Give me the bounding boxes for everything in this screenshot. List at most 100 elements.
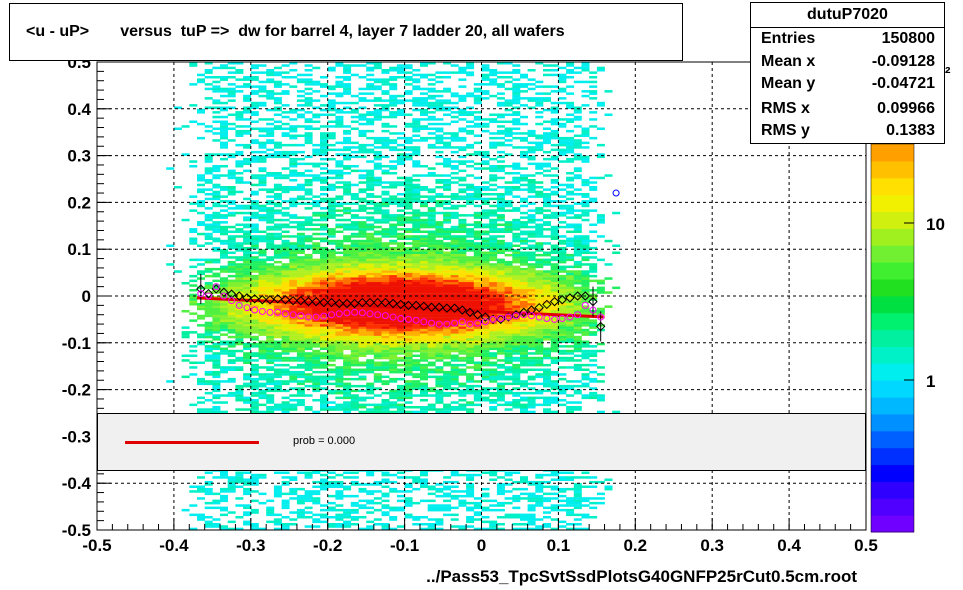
density-cell (250, 260, 259, 264)
density-cell (489, 165, 498, 168)
density-cell (227, 230, 236, 233)
density-cell (243, 230, 252, 233)
density-cell (258, 284, 267, 287)
density-cell (412, 314, 421, 318)
density-cell (389, 99, 398, 102)
density-cell (227, 487, 236, 491)
density-cell (258, 207, 267, 210)
density-cell (373, 260, 382, 264)
density-cell (450, 216, 459, 219)
density-cell (358, 286, 367, 290)
density-cell (412, 310, 421, 313)
density-cell (420, 200, 428, 203)
density-cell (289, 326, 298, 329)
density-cell (404, 282, 413, 285)
density-cell (381, 235, 390, 238)
density-cell (296, 494, 305, 498)
density-cell (366, 207, 375, 210)
density-cell (273, 373, 282, 376)
density-cell (327, 209, 336, 212)
density-cell (504, 129, 513, 133)
density-cell (227, 328, 236, 332)
density-cell (220, 342, 228, 346)
density-cell (443, 286, 452, 290)
density-cell (220, 284, 228, 287)
density-cell (412, 380, 421, 383)
density-cell (373, 176, 382, 180)
density-cell (358, 406, 367, 409)
density-cell (358, 230, 367, 233)
density-cell (420, 391, 428, 395)
density-cell (435, 249, 444, 252)
density-cell (496, 527, 505, 531)
density-cell (358, 87, 367, 91)
density-cell (296, 267, 305, 271)
density-cell (281, 347, 290, 350)
density-cell (443, 244, 452, 247)
density-cell (289, 118, 298, 121)
density-cell (396, 391, 405, 395)
density-cell (273, 363, 282, 367)
density-cell (343, 382, 352, 386)
density-cell (427, 284, 436, 287)
density-cell (412, 361, 421, 364)
density-cell (450, 471, 459, 474)
density-cell (358, 267, 367, 271)
density-cell (312, 176, 321, 180)
density-cell (312, 282, 321, 285)
density-cell (281, 333, 290, 336)
density-cell (266, 361, 275, 364)
density-cell (396, 310, 405, 313)
density-cell (389, 303, 398, 306)
density-cell (458, 228, 467, 231)
density-cell (343, 125, 352, 128)
density-cell (312, 267, 321, 271)
density-cell (243, 111, 252, 114)
density-cell (296, 501, 305, 505)
density-cell (204, 310, 213, 313)
density-cell (427, 319, 436, 322)
density-cell (466, 232, 475, 236)
density-cell (204, 382, 213, 386)
density-cell (358, 235, 367, 238)
density-cell (435, 181, 444, 184)
density-cell (358, 253, 367, 257)
density-cell (466, 286, 475, 290)
density-cell (481, 331, 490, 334)
density-cell (343, 284, 352, 287)
density-cell (266, 349, 275, 353)
density-cell (496, 324, 505, 327)
density-cell (458, 274, 467, 278)
density-cell (281, 359, 290, 362)
density-cell (235, 172, 244, 175)
density-cell (304, 293, 313, 297)
density-cell (396, 270, 405, 273)
density-cell (373, 518, 382, 521)
density-cell (204, 125, 213, 128)
density-cell (389, 94, 398, 98)
density-cell (412, 101, 421, 105)
density-cell (304, 291, 313, 294)
density-cell (243, 146, 252, 149)
density-cell (473, 335, 482, 339)
density-cell (320, 356, 328, 360)
density-cell (258, 253, 267, 257)
density-cell (312, 485, 321, 488)
density-cell (304, 97, 313, 100)
density-cell (443, 76, 452, 79)
density-cell (420, 270, 428, 273)
density-cell (458, 66, 467, 70)
density-cell (366, 122, 375, 126)
density-cell (366, 317, 375, 320)
density-cell (427, 104, 436, 107)
density-cell (489, 94, 498, 98)
density-cell (289, 150, 298, 154)
density-cell (420, 499, 428, 503)
density-cell (496, 282, 505, 285)
density-cell (212, 476, 221, 479)
density-cell (404, 333, 413, 336)
density-cell (258, 167, 267, 170)
density-cell (404, 499, 413, 503)
density-cell (335, 162, 344, 166)
density-cell (258, 218, 267, 222)
